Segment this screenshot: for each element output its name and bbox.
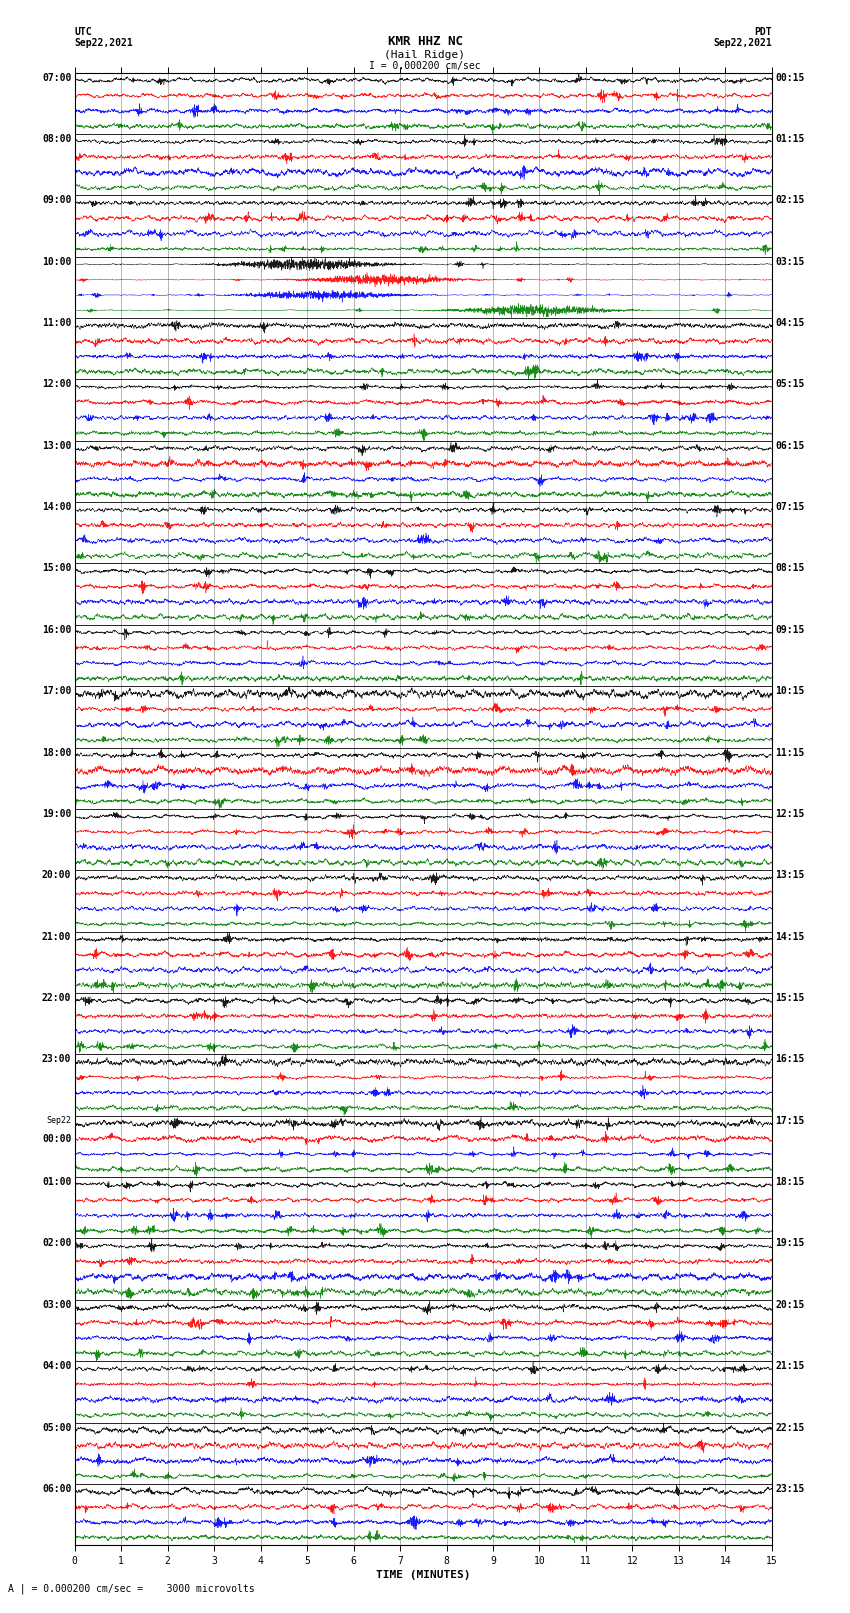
Text: 10:15: 10:15 bbox=[775, 686, 805, 697]
Text: 08:15: 08:15 bbox=[775, 563, 805, 574]
Text: (Hail Ridge): (Hail Ridge) bbox=[384, 50, 466, 60]
Text: 20:00: 20:00 bbox=[42, 871, 71, 881]
Text: 10:00: 10:00 bbox=[42, 256, 71, 266]
Text: 09:15: 09:15 bbox=[775, 624, 805, 636]
Text: 14:00: 14:00 bbox=[42, 502, 71, 511]
Text: I = 0.000200 cm/sec: I = 0.000200 cm/sec bbox=[369, 61, 481, 71]
Text: 03:15: 03:15 bbox=[775, 256, 805, 266]
Text: KMR HHZ NC: KMR HHZ NC bbox=[388, 35, 462, 48]
Text: 18:15: 18:15 bbox=[775, 1177, 805, 1187]
Text: Sep22: Sep22 bbox=[46, 1116, 71, 1124]
X-axis label: TIME (MINUTES): TIME (MINUTES) bbox=[376, 1569, 471, 1579]
Text: 20:15: 20:15 bbox=[775, 1300, 805, 1310]
Text: 00:15: 00:15 bbox=[775, 73, 805, 82]
Text: 22:00: 22:00 bbox=[42, 994, 71, 1003]
Text: 16:15: 16:15 bbox=[775, 1055, 805, 1065]
Text: 19:15: 19:15 bbox=[775, 1239, 805, 1248]
Text: 17:00: 17:00 bbox=[42, 686, 71, 697]
Text: PDT: PDT bbox=[754, 27, 772, 37]
Text: 04:00: 04:00 bbox=[42, 1361, 71, 1371]
Text: 05:00: 05:00 bbox=[42, 1423, 71, 1432]
Text: 17:15: 17:15 bbox=[775, 1116, 805, 1126]
Text: UTC: UTC bbox=[75, 27, 93, 37]
Text: 23:00: 23:00 bbox=[42, 1055, 71, 1065]
Text: 03:00: 03:00 bbox=[42, 1300, 71, 1310]
Text: 12:15: 12:15 bbox=[775, 810, 805, 819]
Text: 01:15: 01:15 bbox=[775, 134, 805, 144]
Text: 22:15: 22:15 bbox=[775, 1423, 805, 1432]
Text: 18:00: 18:00 bbox=[42, 747, 71, 758]
Text: 07:00: 07:00 bbox=[42, 73, 71, 82]
Text: 02:00: 02:00 bbox=[42, 1239, 71, 1248]
Text: 08:00: 08:00 bbox=[42, 134, 71, 144]
Text: 13:00: 13:00 bbox=[42, 440, 71, 450]
Text: 02:15: 02:15 bbox=[775, 195, 805, 205]
Text: 21:15: 21:15 bbox=[775, 1361, 805, 1371]
Text: 06:00: 06:00 bbox=[42, 1484, 71, 1494]
Text: 15:00: 15:00 bbox=[42, 563, 71, 574]
Text: 07:15: 07:15 bbox=[775, 502, 805, 511]
Text: 05:15: 05:15 bbox=[775, 379, 805, 389]
Text: 11:15: 11:15 bbox=[775, 747, 805, 758]
Text: Sep22,2021: Sep22,2021 bbox=[713, 39, 772, 48]
Text: 13:15: 13:15 bbox=[775, 871, 805, 881]
Text: A | = 0.000200 cm/sec =    3000 microvolts: A | = 0.000200 cm/sec = 3000 microvolts bbox=[8, 1582, 255, 1594]
Text: 15:15: 15:15 bbox=[775, 994, 805, 1003]
Text: 16:00: 16:00 bbox=[42, 624, 71, 636]
Text: 21:00: 21:00 bbox=[42, 932, 71, 942]
Text: Sep22,2021: Sep22,2021 bbox=[75, 39, 133, 48]
Text: 01:00: 01:00 bbox=[42, 1177, 71, 1187]
Text: 11:00: 11:00 bbox=[42, 318, 71, 327]
Text: 23:15: 23:15 bbox=[775, 1484, 805, 1494]
Text: 14:15: 14:15 bbox=[775, 932, 805, 942]
Text: 12:00: 12:00 bbox=[42, 379, 71, 389]
Text: 19:00: 19:00 bbox=[42, 810, 71, 819]
Text: 00:00: 00:00 bbox=[42, 1134, 71, 1144]
Text: 06:15: 06:15 bbox=[775, 440, 805, 450]
Text: 09:00: 09:00 bbox=[42, 195, 71, 205]
Text: 04:15: 04:15 bbox=[775, 318, 805, 327]
